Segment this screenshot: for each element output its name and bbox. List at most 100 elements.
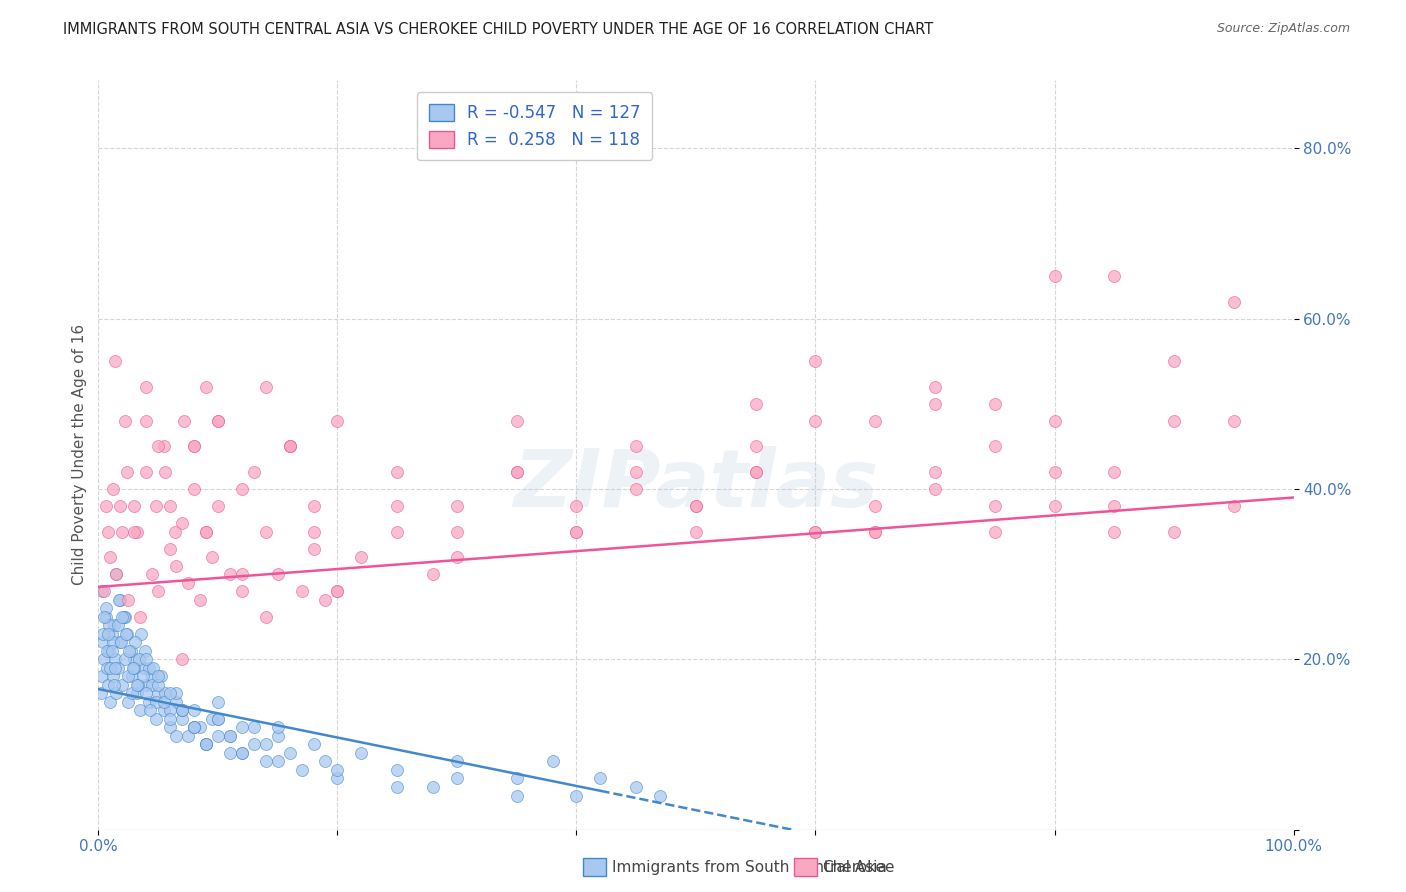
Point [385, 780, 409, 794]
Point [506, 414, 529, 428]
Legend: R = -0.547   N = 127, R =  0.258   N = 118: R = -0.547 N = 127, R = 0.258 N = 118 [418, 93, 652, 161]
Point [124, 652, 146, 666]
Point [103, 618, 125, 632]
Point [104, 661, 127, 675]
Point [231, 746, 253, 760]
Point [177, 575, 200, 590]
Point [924, 482, 946, 496]
Point [117, 695, 139, 709]
Point [804, 414, 827, 428]
Point [326, 584, 349, 599]
Point [159, 703, 181, 717]
Point [231, 746, 253, 760]
Point [254, 380, 277, 394]
Point [385, 763, 409, 777]
Point [188, 592, 211, 607]
Point [107, 618, 129, 632]
Point [745, 465, 768, 479]
Point [138, 695, 160, 709]
Point [94, 601, 117, 615]
Point [124, 524, 146, 539]
Point [159, 541, 181, 556]
Point [565, 499, 588, 513]
Point [142, 661, 165, 675]
Point [115, 626, 138, 640]
Point [565, 524, 588, 539]
Point [924, 380, 946, 394]
Point [93, 584, 115, 599]
Point [121, 669, 143, 683]
Point [541, 755, 564, 769]
Point [159, 712, 181, 726]
Point [745, 465, 768, 479]
Point [446, 524, 468, 539]
Point [267, 567, 290, 582]
Point [1043, 269, 1066, 284]
Point [104, 652, 127, 666]
Point [291, 584, 314, 599]
Point [1104, 524, 1126, 539]
Point [183, 439, 205, 453]
Point [1163, 524, 1185, 539]
Point [100, 644, 122, 658]
Point [422, 567, 444, 582]
Point [183, 482, 205, 496]
Point [155, 686, 177, 700]
Point [207, 414, 229, 428]
Point [91, 669, 114, 683]
Point [135, 414, 157, 428]
Point [1223, 294, 1246, 309]
Point [219, 567, 242, 582]
Point [1223, 499, 1246, 513]
Point [149, 669, 172, 683]
Point [219, 746, 242, 760]
Point [207, 499, 229, 513]
Point [685, 499, 707, 513]
Point [100, 626, 122, 640]
Point [1163, 414, 1185, 428]
Point [141, 669, 163, 683]
Point [1104, 465, 1126, 479]
Point [122, 661, 145, 675]
Text: IMMIGRANTS FROM SOUTH CENTRAL ASIA VS CHEROKEE CHILD POVERTY UNDER THE AGE OF 16: IMMIGRANTS FROM SOUTH CENTRAL ASIA VS CH… [63, 22, 934, 37]
Point [195, 524, 218, 539]
Point [984, 524, 1007, 539]
Point [804, 524, 827, 539]
Y-axis label: Child Poverty Under the Age of 16: Child Poverty Under the Age of 16 [72, 325, 87, 585]
Point [101, 635, 124, 649]
Point [195, 738, 218, 752]
Point [153, 439, 176, 453]
Point [105, 567, 128, 582]
Point [446, 772, 468, 786]
Point [98, 618, 121, 632]
Point [172, 516, 194, 530]
Point [1104, 269, 1126, 284]
Point [159, 720, 181, 734]
Point [159, 686, 181, 700]
Point [446, 755, 468, 769]
Text: ZIPatlas: ZIPatlas [513, 446, 879, 524]
Point [278, 746, 301, 760]
Point [506, 772, 529, 786]
Point [350, 746, 373, 760]
Point [326, 772, 349, 786]
Point [124, 661, 146, 675]
Point [278, 439, 301, 453]
Point [804, 524, 827, 539]
Point [145, 712, 167, 726]
Point [1223, 414, 1246, 428]
Point [231, 584, 253, 599]
Point [107, 661, 129, 675]
Point [254, 524, 277, 539]
Point [135, 465, 157, 479]
Point [177, 729, 200, 743]
Point [141, 678, 163, 692]
Point [195, 380, 218, 394]
Point [565, 789, 588, 803]
Point [117, 592, 139, 607]
Point [108, 499, 131, 513]
Point [111, 609, 134, 624]
Point [118, 644, 141, 658]
Point [120, 644, 142, 658]
Point [93, 609, 115, 624]
